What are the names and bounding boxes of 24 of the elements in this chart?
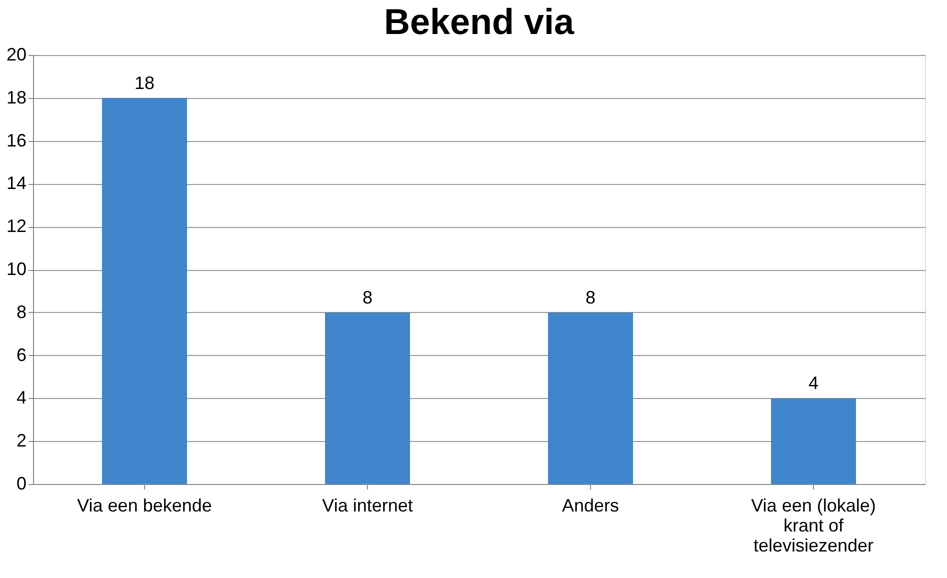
- y-tick-label: 20: [6, 44, 26, 64]
- bar: [325, 312, 410, 484]
- y-tick-label: 18: [6, 87, 26, 108]
- x-tick-label: Via internet: [322, 496, 413, 516]
- x-tick-label: Via een bekende: [77, 496, 212, 516]
- y-tick-label: 16: [6, 130, 26, 150]
- bar: [771, 398, 856, 484]
- y-tick-label: 0: [16, 474, 26, 494]
- x-tick-label: Anders: [562, 496, 620, 516]
- chart-title: Bekend via: [384, 1, 576, 42]
- y-tick-label: 12: [6, 216, 26, 236]
- y-tick-label: 2: [16, 430, 26, 451]
- y-tick-label: 4: [16, 388, 26, 408]
- y-tick-label: 10: [6, 259, 26, 279]
- x-tick-label: Via een (lokale) krant of televisiezender: [751, 496, 876, 556]
- data-label: 4: [808, 373, 819, 394]
- y-tick-label: 14: [6, 173, 26, 194]
- bar: [548, 312, 633, 484]
- data-label: 18: [134, 72, 155, 93]
- y-tick-label: 6: [16, 344, 26, 365]
- data-label: 8: [362, 287, 373, 308]
- y-tick-label: 8: [16, 302, 26, 322]
- data-label: 8: [585, 287, 596, 308]
- bar: [102, 98, 187, 484]
